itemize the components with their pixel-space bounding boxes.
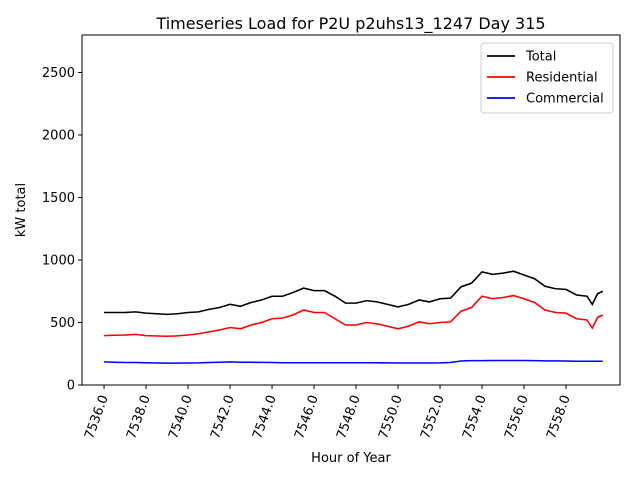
x-tick-label: 7558.0 [544,393,574,441]
series-line-total [104,270,604,316]
legend-entry: Total [525,50,556,65]
x-tick-label: 7538.0 [124,393,154,441]
y-tick-label: 0 [67,379,75,394]
y-tick-label: 500 [50,316,75,331]
x-tick-label: 7552.0 [418,393,448,441]
y-tick-label: 2000 [42,129,75,144]
legend: Total Residential Commercial [480,42,614,114]
legend-entry: Commercial [526,92,604,107]
x-tick-label: 7548.0 [334,393,364,441]
x-tick-label: 7544.0 [250,393,280,441]
chart-title: Timeseries Load for P2U p2uhs13_1247 Day… [155,14,545,34]
x-tick-label: 7556.0 [502,393,532,441]
x-tick-label: 7536.0 [82,393,112,441]
y-tick-label: 1500 [42,191,75,206]
x-tick-label: 7554.0 [460,393,490,441]
x-tick-label: 7546.0 [292,393,322,441]
y-axis-label: kW total [14,183,29,237]
x-tick-label: 7542.0 [208,393,238,441]
x-tick-label: 7540.0 [166,393,196,441]
y-tick-label: 1000 [42,254,75,269]
x-tick-label: 7550.0 [376,393,406,441]
y-tick-label: 2500 [42,66,75,81]
x-axis-label: Hour of Year [311,451,391,466]
legend-entry: Residential [526,71,598,86]
plot-frame [81,34,621,386]
series-line-commercial [104,359,603,364]
series-line-residential [104,294,604,338]
